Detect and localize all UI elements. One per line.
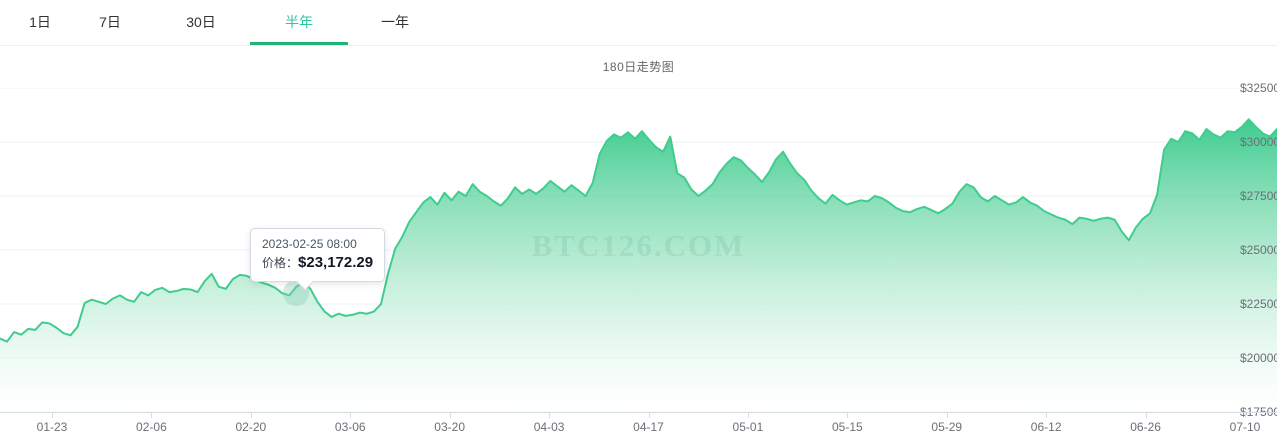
x-axis-label: 06-12 [1030, 420, 1062, 434]
x-axis-label: 03-20 [434, 420, 466, 434]
x-axis-tick [1046, 412, 1048, 418]
tooltip-price-value: $23,172.29 [298, 254, 374, 271]
x-axis-tick [52, 412, 53, 418]
x-axis-tick [449, 412, 451, 418]
x-axis-tick [648, 412, 650, 418]
x-axis-tick [1245, 412, 1246, 418]
tab-label: 半年 [285, 14, 313, 30]
x-axis-line [0, 412, 1277, 413]
x-axis-label: 07-10 [1229, 420, 1261, 434]
x-axis-tick [946, 412, 948, 418]
tab-2[interactable]: 30日 [168, 0, 234, 45]
x-axis-label: 05-29 [931, 420, 963, 434]
tab-active-underline [250, 42, 348, 45]
tab-label: 30日 [186, 14, 216, 30]
x-axis-label: 05-15 [831, 420, 863, 434]
chart-title: 180日走势图 [602, 60, 675, 74]
y-axis-label: $30000 [1240, 135, 1277, 149]
tooltip-price-label: 价格： [262, 256, 299, 270]
chart-line [0, 118, 1277, 343]
y-axis-label: $32500 [1240, 81, 1277, 95]
tab-label: 7日 [99, 14, 121, 30]
x-axis-label: 01-23 [36, 420, 68, 434]
x-axis-label: 05-01 [732, 420, 764, 434]
tab-0[interactable]: 1日 [10, 0, 70, 45]
tooltip-date: 2023-02-25 08:00 [262, 237, 357, 251]
x-axis-tick [549, 412, 551, 418]
x-axis-label: 02-06 [136, 420, 167, 434]
tab-1[interactable]: 7日 [80, 0, 140, 45]
tab-label: 1日 [29, 14, 51, 30]
y-axis-label: $20000 [1240, 351, 1277, 365]
period-tab-bar: 1日 7日 30日 半年 一年 [0, 0, 1277, 46]
y-axis-label: $27500 [1240, 189, 1277, 203]
x-axis-tick [847, 412, 849, 418]
y-axis-label: $22500 [1240, 297, 1277, 311]
price-tooltip: 2023-02-25 08:00 价格：$23,172.29 [250, 228, 386, 291]
x-axis-tick [250, 412, 252, 418]
tab-3[interactable]: 半年 [250, 0, 348, 45]
chart-plot-area [0, 88, 1277, 412]
x-axis-label: 04-03 [533, 420, 565, 434]
x-axis-label: 02-20 [235, 420, 267, 434]
x-axis-tick [1145, 412, 1147, 418]
tooltip-price-row: 价格：$23,172.29 [262, 253, 373, 273]
x-axis-label: 04-17 [633, 420, 664, 434]
chart-svg [0, 88, 1277, 412]
x-axis-tick [350, 412, 352, 418]
tab-4[interactable]: 一年 [362, 0, 428, 45]
tab-label: 一年 [381, 14, 409, 30]
x-axis-tick [747, 412, 749, 418]
y-axis-label: $25000 [1240, 243, 1277, 257]
x-axis-label: 06-26 [1130, 420, 1161, 434]
x-axis-label: 03-06 [334, 420, 366, 434]
x-axis-tick [151, 412, 153, 418]
chart-area-fill [0, 119, 1277, 412]
